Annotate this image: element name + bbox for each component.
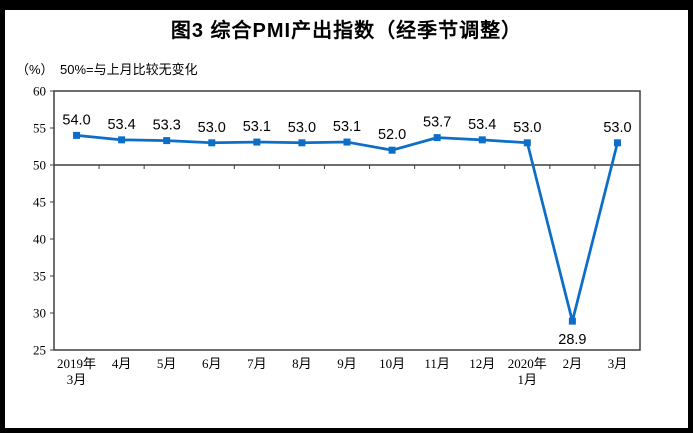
data-point-marker [343,138,351,146]
data-point-label: 53.0 [513,120,541,136]
y-tick-label: 40 [33,232,46,247]
data-point-marker [523,139,531,147]
x-tick-label: 11月 [424,356,450,371]
series-line [76,134,619,323]
data-point-label: 52.0 [378,127,406,143]
x-tick-label: 12月 [469,356,495,371]
x-tick-label: 10月 [379,356,405,371]
data-point-label: 53.7 [423,115,451,131]
data-point-label: 53.0 [198,120,226,136]
data-point-marker [613,139,621,147]
x-tick-label: 3月 [608,356,628,371]
data-point-marker [253,138,261,146]
x-tick-label: 5月 [157,356,177,371]
plot-border [53,90,641,351]
data-point-marker [73,131,81,139]
x-tick-label: 4月 [112,356,132,371]
data-point-label: 54.0 [62,112,90,128]
y-tick-label: 25 [33,343,46,358]
data-point-marker [163,137,171,145]
data-point-label: 53.1 [243,119,271,135]
data-point-marker [298,139,306,147]
y-tick-label: 55 [33,121,46,136]
y-tick-label: 30 [33,306,46,321]
data-point-label: 53.3 [153,118,181,134]
x-tick-label: 9月 [337,356,357,371]
y-tick-label: 35 [33,269,46,284]
baseline-note: 50%=与上月比较无变化 [60,62,198,77]
x-tick-label: 2019年 [57,356,96,371]
y-tick-label: 60 [33,84,46,99]
x-tick-label: 6月 [202,356,222,371]
data-point-marker [478,136,486,144]
x-tick-label: 7月 [247,356,267,371]
chart-title: 图3 综合PMI产出指数（经季节调整） [170,20,523,42]
x-tick-label: 1月 [518,372,538,387]
y-tick-label: 50 [33,158,46,173]
x-tick-label: 3月 [67,372,87,387]
data-point-marker [118,136,126,144]
y-tick-label: 45 [33,195,46,210]
data-point-marker [208,139,216,147]
data-point-marker [568,317,576,325]
data-point-marker [433,134,441,142]
data-point-marker [388,146,396,154]
data-point-label: 53.4 [468,117,496,133]
x-tick-label: 2020年 [508,356,547,371]
data-point-label: 53.4 [107,117,135,133]
data-point-label: 53.1 [333,119,361,135]
data-point-label: 28.9 [558,332,586,348]
x-tick-label: 8月 [292,356,312,371]
y-axis-unit-label: （%） [16,62,54,77]
x-tick-label: 2月 [563,356,583,371]
data-point-label: 53.0 [603,120,631,136]
data-point-label: 53.0 [288,120,316,136]
